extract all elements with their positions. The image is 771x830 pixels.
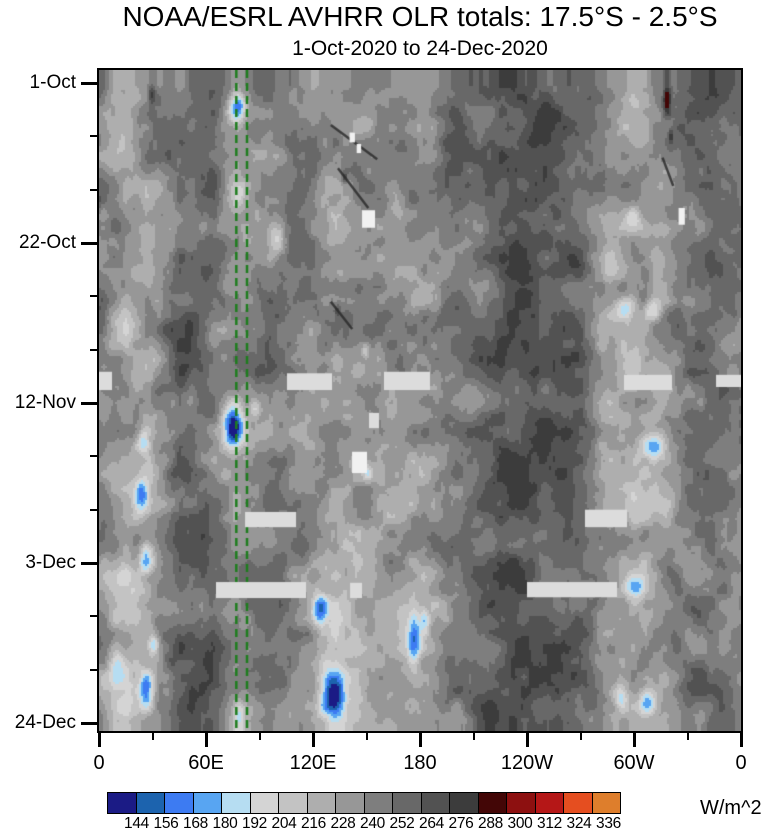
colorbar-tick-label: 168 (183, 815, 208, 830)
longitude-axis-tick-label: 0 (93, 752, 105, 774)
time-axis-tick (81, 81, 99, 85)
colorbar-tick-label: 324 (566, 815, 592, 830)
colorbar-cell (306, 792, 336, 814)
colorbar-cell (449, 792, 479, 814)
longitude-axis-tick (472, 733, 475, 740)
longitude-axis-tick-label: 60W (613, 752, 655, 774)
figure-title: NOAA/ESRL AVHRR OLR totals: 17.5°S - 2.5… (122, 1, 718, 32)
longitude-axis-tick (579, 733, 582, 740)
colorbar-tick-label: 300 (507, 815, 533, 830)
time-axis-tick (90, 508, 99, 511)
longitude-axis-tick (739, 733, 743, 747)
colorbar-tick-label: 264 (419, 815, 444, 830)
colorbar-tick-label: 180 (212, 815, 238, 830)
colorbar-tick-label: 288 (478, 815, 503, 830)
colorbar-cell (249, 792, 279, 814)
time-axis-tick (90, 668, 99, 671)
colorbar-cell (506, 792, 536, 814)
longitude-axis-tick-label: 120E (289, 752, 337, 774)
colorbar-cell (221, 792, 251, 814)
time-axis-tick-label: 12-Nov (14, 392, 76, 413)
colorbar-cell (591, 792, 621, 814)
plot-frame (97, 68, 743, 733)
colorbar-tick-label: 192 (242, 815, 267, 830)
time-axis-tick (90, 455, 99, 458)
longitude-axis-tick (97, 733, 101, 747)
time-axis-tick-label: 22-Oct (18, 232, 76, 253)
longitude-axis-tick (418, 733, 422, 747)
longitude-axis-tick-label: 0 (735, 752, 747, 774)
colorbar-cell (563, 792, 593, 814)
colorbar-cell (192, 792, 222, 814)
colorbar-tick-label: 240 (360, 815, 385, 830)
colorbar-units-label: W/m^2 (700, 797, 762, 819)
longitude-axis-tick (311, 733, 315, 747)
colorbar-cell (477, 792, 507, 814)
longitude-axis-tick (365, 733, 368, 740)
colorbar-cell (335, 792, 365, 814)
colorbar-cell (392, 792, 422, 814)
colorbar-tick-label: 336 (596, 815, 621, 830)
colorbar-tick-label: 204 (271, 815, 297, 830)
longitude-axis-tick (204, 733, 208, 747)
time-axis-tick (90, 295, 99, 298)
longitude-axis-tick (151, 733, 154, 740)
time-axis-tick (81, 721, 99, 725)
time-axis-tick (90, 135, 99, 138)
colorbar-tick-label: 276 (448, 815, 474, 830)
time-axis-tick (81, 561, 99, 565)
colorbar-cell (107, 792, 137, 814)
longitude-axis-tick-label: 120W (500, 752, 554, 774)
longitude-axis-tick-label: 60E (188, 752, 224, 774)
time-axis-tick (90, 348, 99, 351)
longitude-axis-tick-label: 180 (403, 752, 437, 774)
time-axis-tick-label: 1-Oct (29, 72, 76, 93)
time-axis-tick (90, 615, 99, 618)
colorbar-cell (420, 792, 450, 814)
figure-subtitle: 1-Oct-2020 to 24-Dec-2020 (292, 37, 548, 60)
time-axis-tick (90, 188, 99, 191)
olr-field-canvas (99, 70, 741, 731)
colorbar-tick-label: 156 (153, 815, 179, 830)
colorbar-tick-label: 312 (537, 815, 562, 830)
colorbar-tick-label: 144 (124, 815, 149, 830)
time-axis-tick (81, 241, 99, 245)
time-axis-tick-label: 3-Dec (25, 552, 76, 573)
time-axis-tick (81, 401, 99, 405)
colorbar-cell (135, 792, 165, 814)
colorbar-tick-label: 228 (330, 815, 356, 830)
colorbar-tick-label: 252 (389, 815, 415, 830)
colorbar-cell (278, 792, 308, 814)
longitude-axis-tick (632, 733, 636, 747)
time-axis-tick-label: 24-Dec (14, 712, 76, 733)
colorbar-cell (164, 792, 194, 814)
colorbar-tick-label: 216 (301, 815, 326, 830)
longitude-axis-tick (258, 733, 261, 740)
longitude-axis-tick (525, 733, 529, 747)
colorbar (107, 792, 621, 814)
colorbar-cell (363, 792, 393, 814)
longitude-axis-tick (686, 733, 689, 740)
colorbar-cell (534, 792, 564, 814)
